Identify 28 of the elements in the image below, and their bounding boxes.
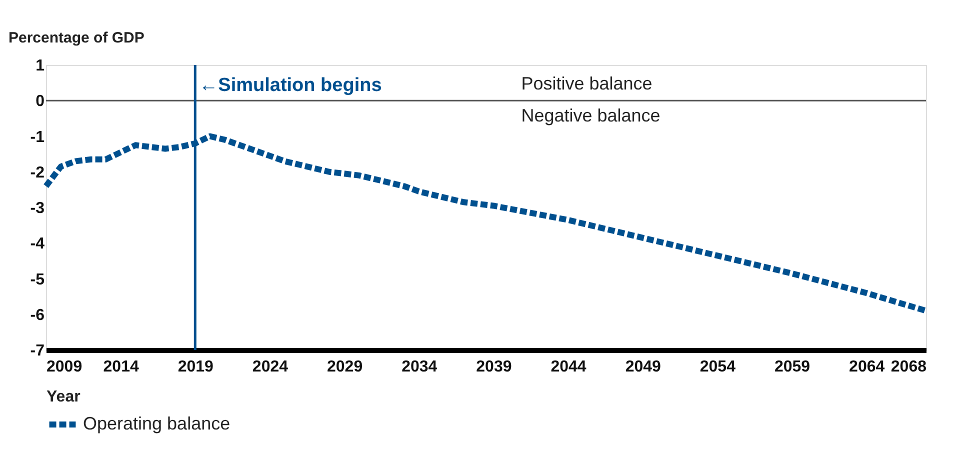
x-axis-title: Year [46, 388, 80, 406]
ref-line-label: ←Simulation begins [199, 75, 382, 96]
y-tick-label: -3 [30, 200, 45, 217]
x-tick-label: 2039 [476, 358, 512, 376]
y-tick-label: -6 [30, 306, 45, 324]
legend-label: Operating balance [83, 414, 230, 434]
x-tick-label: 2054 [700, 358, 736, 376]
x-tick-label: 2068 [890, 358, 927, 376]
x-tick-label: 2059 [774, 358, 810, 376]
y-axis-title: Percentage of GDP [8, 30, 144, 46]
x-tick-label: 2034 [402, 358, 438, 376]
y-tick-label: -2 [30, 164, 45, 182]
x-tick-label: 2024 [252, 358, 288, 376]
y-tick-label: 0 [36, 93, 45, 110]
x-tick-label: 2009 [46, 358, 82, 376]
x-tick-label: 2049 [625, 358, 662, 376]
x-tick-label: 2064 [849, 358, 885, 376]
y-tick-label: -5 [30, 271, 45, 288]
y-tick-label: -4 [30, 236, 45, 253]
x-tick-label: 2014 [103, 358, 139, 376]
y-tick-label: 1 [36, 58, 45, 74]
annotation: Positive balance [521, 74, 652, 94]
y-tick-label: -1 [30, 128, 45, 146]
x-tick-label: 2044 [550, 358, 586, 376]
x-tick-label: 2019 [178, 358, 214, 376]
x-tick-label: 2029 [327, 358, 363, 376]
y-tick-label: -7 [30, 342, 45, 360]
annotation: Negative balance [521, 106, 660, 126]
